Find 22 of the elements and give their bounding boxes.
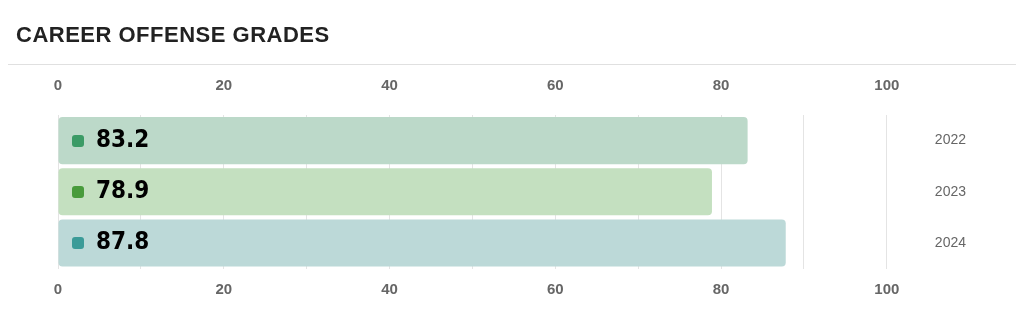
data-label: 87.8	[96, 227, 150, 256]
x2-tick-label: 100	[874, 76, 900, 94]
y-tick-label: 2023	[934, 182, 967, 199]
x2-tick-label: 20	[215, 76, 233, 94]
x-tick-label: 80	[712, 279, 730, 297]
bar	[58, 219, 786, 267]
y-tick-label: 2022	[934, 131, 967, 148]
bar	[58, 117, 748, 165]
data-label: 78.9	[96, 176, 150, 205]
data-label: 83.2	[96, 124, 150, 153]
x-tick-label: 60	[546, 279, 564, 297]
x2-tick-label: 0	[53, 76, 63, 94]
x-tick-label: 100	[874, 279, 900, 297]
chart-title: CAREER OFFENSE GRADES	[8, 8, 1016, 65]
x2-tick-label: 60	[546, 76, 564, 94]
x2-tick-label: 80	[712, 76, 730, 94]
y-tick-label: 2024	[934, 233, 967, 250]
x-tick-label: 40	[381, 279, 398, 297]
bar	[58, 168, 712, 216]
x-tick-label: 0	[53, 279, 63, 297]
x-tick-label: 20	[215, 279, 233, 297]
x2-tick-label: 40	[381, 76, 398, 94]
